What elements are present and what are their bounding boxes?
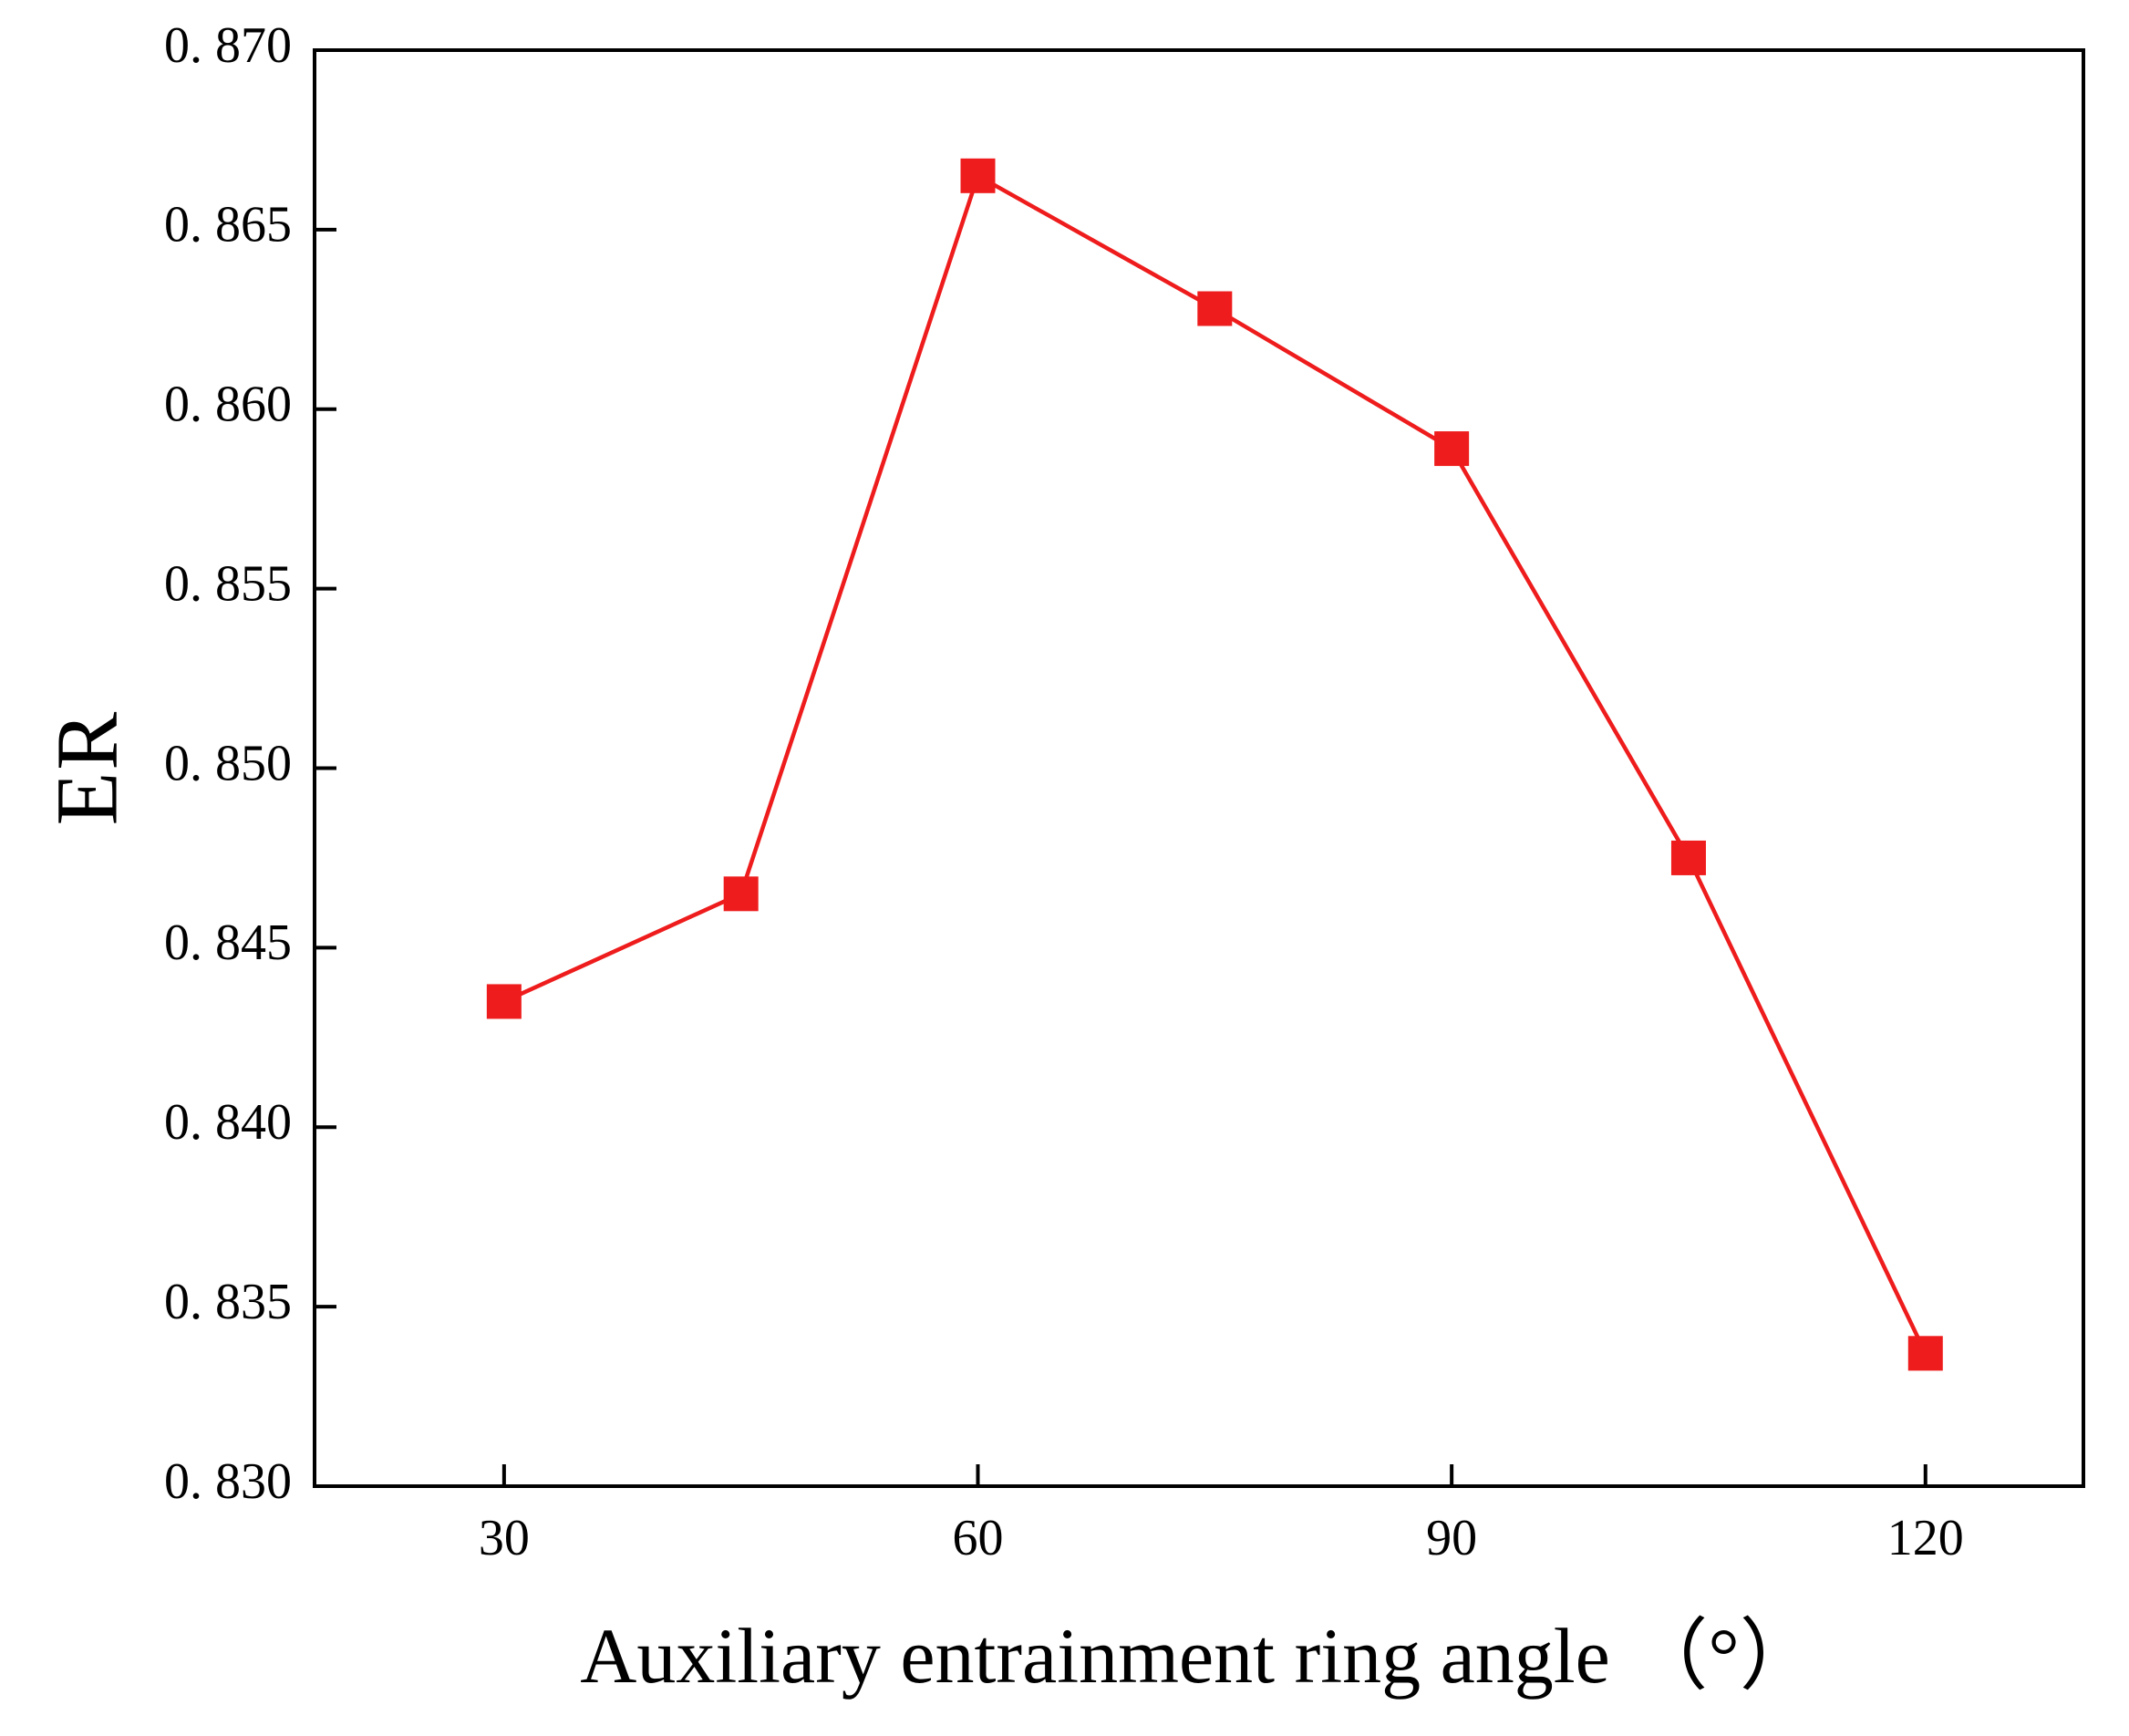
- data-point-marker: [1434, 431, 1470, 467]
- x-axis-title: Auxiliary entrainment ring angle （°）: [580, 1612, 1818, 1700]
- plot-frame: [313, 48, 2085, 1488]
- data-point-marker: [1907, 1336, 1943, 1371]
- y-tick-label: 0. 835: [164, 1274, 292, 1330]
- x-tick-label: 90: [1426, 1510, 1477, 1566]
- data-point-marker: [1670, 840, 1706, 875]
- y-tick-label: 0. 855: [164, 555, 292, 612]
- y-axis-title: ER: [37, 709, 136, 826]
- data-point-marker: [1197, 291, 1233, 326]
- data-point-marker: [486, 984, 522, 1019]
- x-tick-label: 60: [953, 1510, 1004, 1566]
- y-tick-label: 0. 870: [164, 17, 292, 74]
- y-tick-label: 0. 830: [164, 1453, 292, 1510]
- y-tick-label: 0. 840: [164, 1094, 292, 1151]
- x-tick-label: 120: [1887, 1510, 1964, 1566]
- data-line: [502, 172, 1927, 1355]
- data-point-marker: [960, 158, 996, 193]
- y-tick-label: 0. 860: [164, 377, 292, 433]
- y-tick-label: 0. 865: [164, 197, 292, 253]
- y-tick-label: 0. 845: [164, 914, 292, 971]
- data-point-marker: [723, 876, 759, 912]
- x-tick-label: 30: [479, 1510, 530, 1566]
- y-tick-label: 0. 850: [164, 735, 292, 791]
